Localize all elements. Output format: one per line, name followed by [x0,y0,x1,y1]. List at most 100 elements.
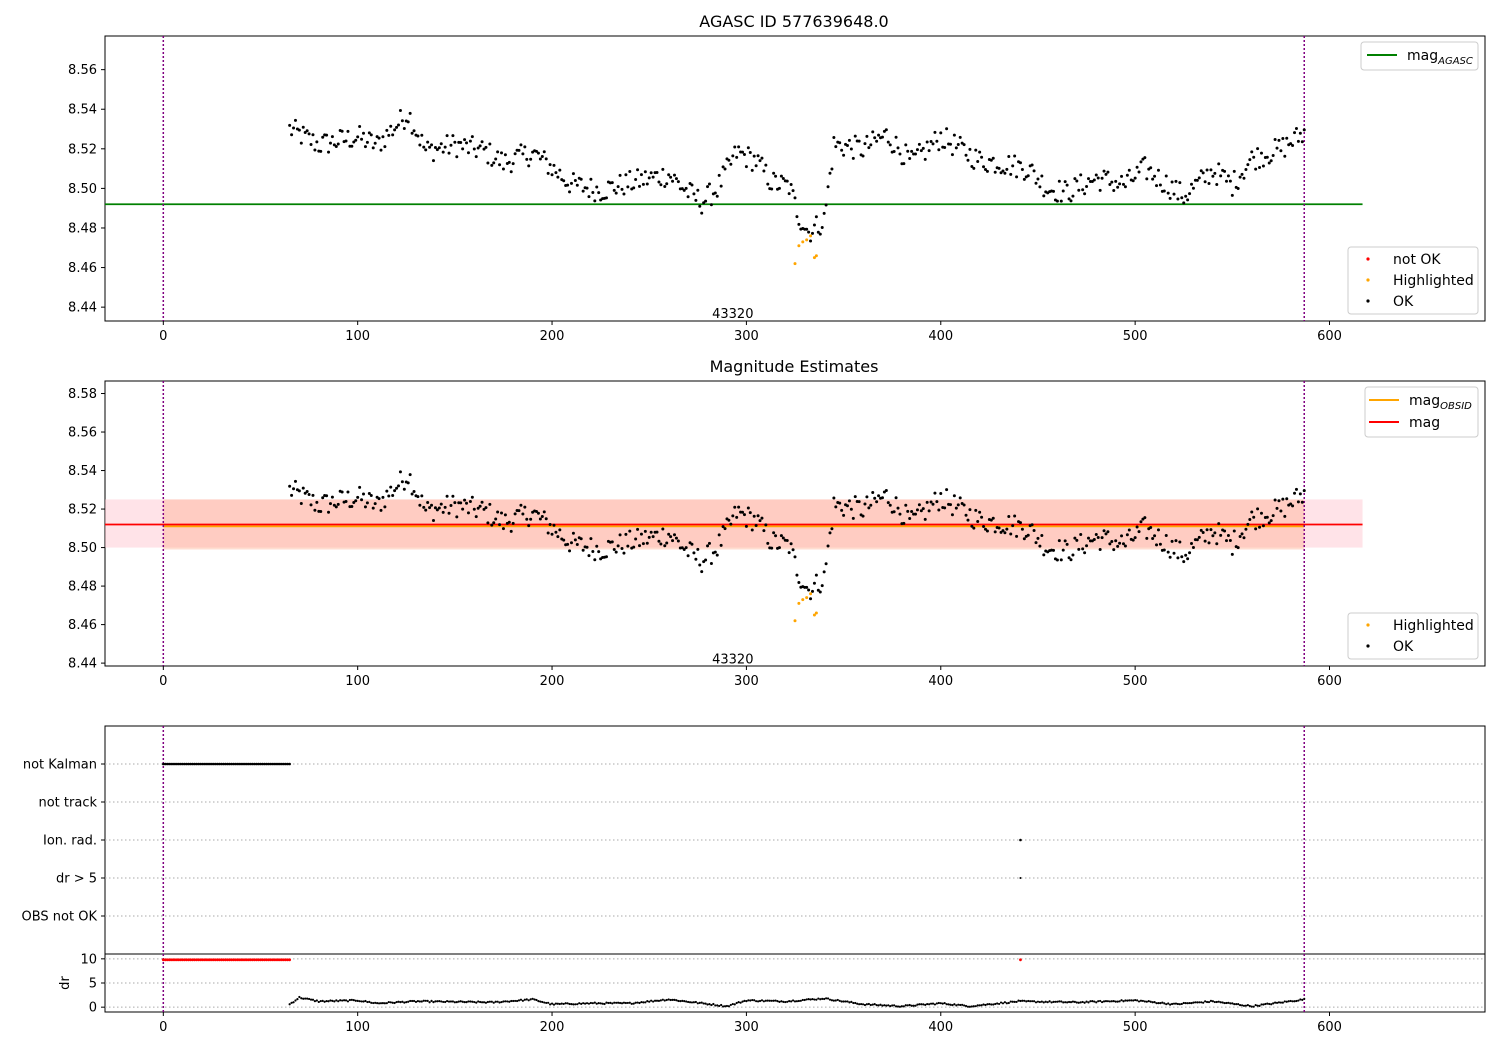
ok-point [1133,536,1137,540]
dr-point [751,998,754,1002]
ok-point [1258,525,1262,529]
ok-point [297,128,301,132]
ok-point [288,484,292,488]
ok-point [1230,552,1234,556]
ok-point [552,523,556,527]
ok-point [1238,535,1242,539]
ok-point [365,501,369,505]
ok-point [1238,175,1242,179]
dr-clipped-point [288,958,292,962]
ok-point [1079,173,1083,177]
ok-point [315,140,319,144]
dr-point [457,1000,460,1003]
ok-point [645,541,649,545]
dr-point [813,998,816,1001]
ok-point [704,558,708,562]
dr-point [1031,1000,1034,1003]
ok-point [319,149,323,153]
ok-point [350,505,354,509]
ok-point [756,154,760,158]
ok-point [1191,545,1195,549]
flag-category-label: not Kalman [23,758,97,773]
ok-point [430,143,434,147]
dr-point [749,999,752,1002]
ok-point [387,494,391,498]
ok-point [381,135,385,139]
legend-label: OK [1393,294,1414,310]
dr-point [486,1000,490,1004]
ok-point [669,535,673,539]
ok-point [748,511,752,515]
ok-point [1102,529,1106,533]
ok-point [536,151,540,155]
dr-point [558,1002,561,1006]
not-kalman-point [185,762,188,766]
ok-point [880,135,884,139]
ok-point [1011,164,1015,168]
ok-point [713,550,717,554]
ok-point [575,183,579,187]
ok-point [1259,511,1263,515]
dr-point [1027,999,1030,1003]
ok-point [1085,544,1089,548]
dr-point [583,1002,587,1005]
dr-point [1091,1000,1094,1003]
dr-point [716,1004,719,1007]
ok-point [468,139,472,143]
ok-point [735,515,739,519]
ok-point [867,146,871,150]
dr-point [1155,1002,1158,1005]
not-kalman-point [195,762,198,766]
dr-point [786,1000,789,1003]
ok-point [1003,171,1007,175]
dr-point [356,999,359,1002]
ok-point [762,169,766,173]
ok-point [698,563,702,567]
dr-point [302,997,305,1000]
ok-point [1265,515,1269,519]
dr-point [953,1003,956,1006]
ok-point [1184,553,1188,557]
ok-point [894,135,898,139]
ok-point [766,541,770,545]
ok-point [1020,527,1024,531]
dr-point [1153,1000,1156,1004]
dr-point [512,999,515,1003]
ok-point [1022,537,1026,541]
dr-point [824,997,828,1000]
ok-point [1013,514,1017,518]
ok-point [937,508,941,512]
dr-point [1013,1000,1016,1003]
ok-point [746,506,750,510]
ok-point [416,495,420,499]
dr-point [535,998,538,1002]
dr-point [999,1001,1003,1004]
ok-point [346,490,350,494]
dr-point [529,998,532,1001]
dr-point [1015,1000,1018,1004]
ok-point [441,150,445,154]
dr-point [774,999,777,1002]
dr-clipped-point [169,958,173,962]
dr-point [926,1002,929,1006]
ok-point [680,187,684,191]
dr-point [1190,1001,1193,1005]
ok-point [519,143,523,147]
dr-point [422,999,425,1002]
ok-point [939,131,943,135]
top-title: AGASC ID 577639648.0 [699,12,888,31]
ok-point [1283,154,1287,158]
ok-point [406,481,410,485]
dr-point [447,1000,451,1003]
highlighted-point [805,596,809,600]
ok-point [1061,189,1065,193]
dr-point [537,1000,540,1003]
ok-point [737,145,741,149]
dr-clipped-point [204,958,208,962]
ok-point [1106,170,1110,174]
x-tick-label: 0 [159,1020,167,1035]
ok-point [896,506,900,510]
ok-point [439,502,443,506]
not-kalman-point [276,762,280,766]
